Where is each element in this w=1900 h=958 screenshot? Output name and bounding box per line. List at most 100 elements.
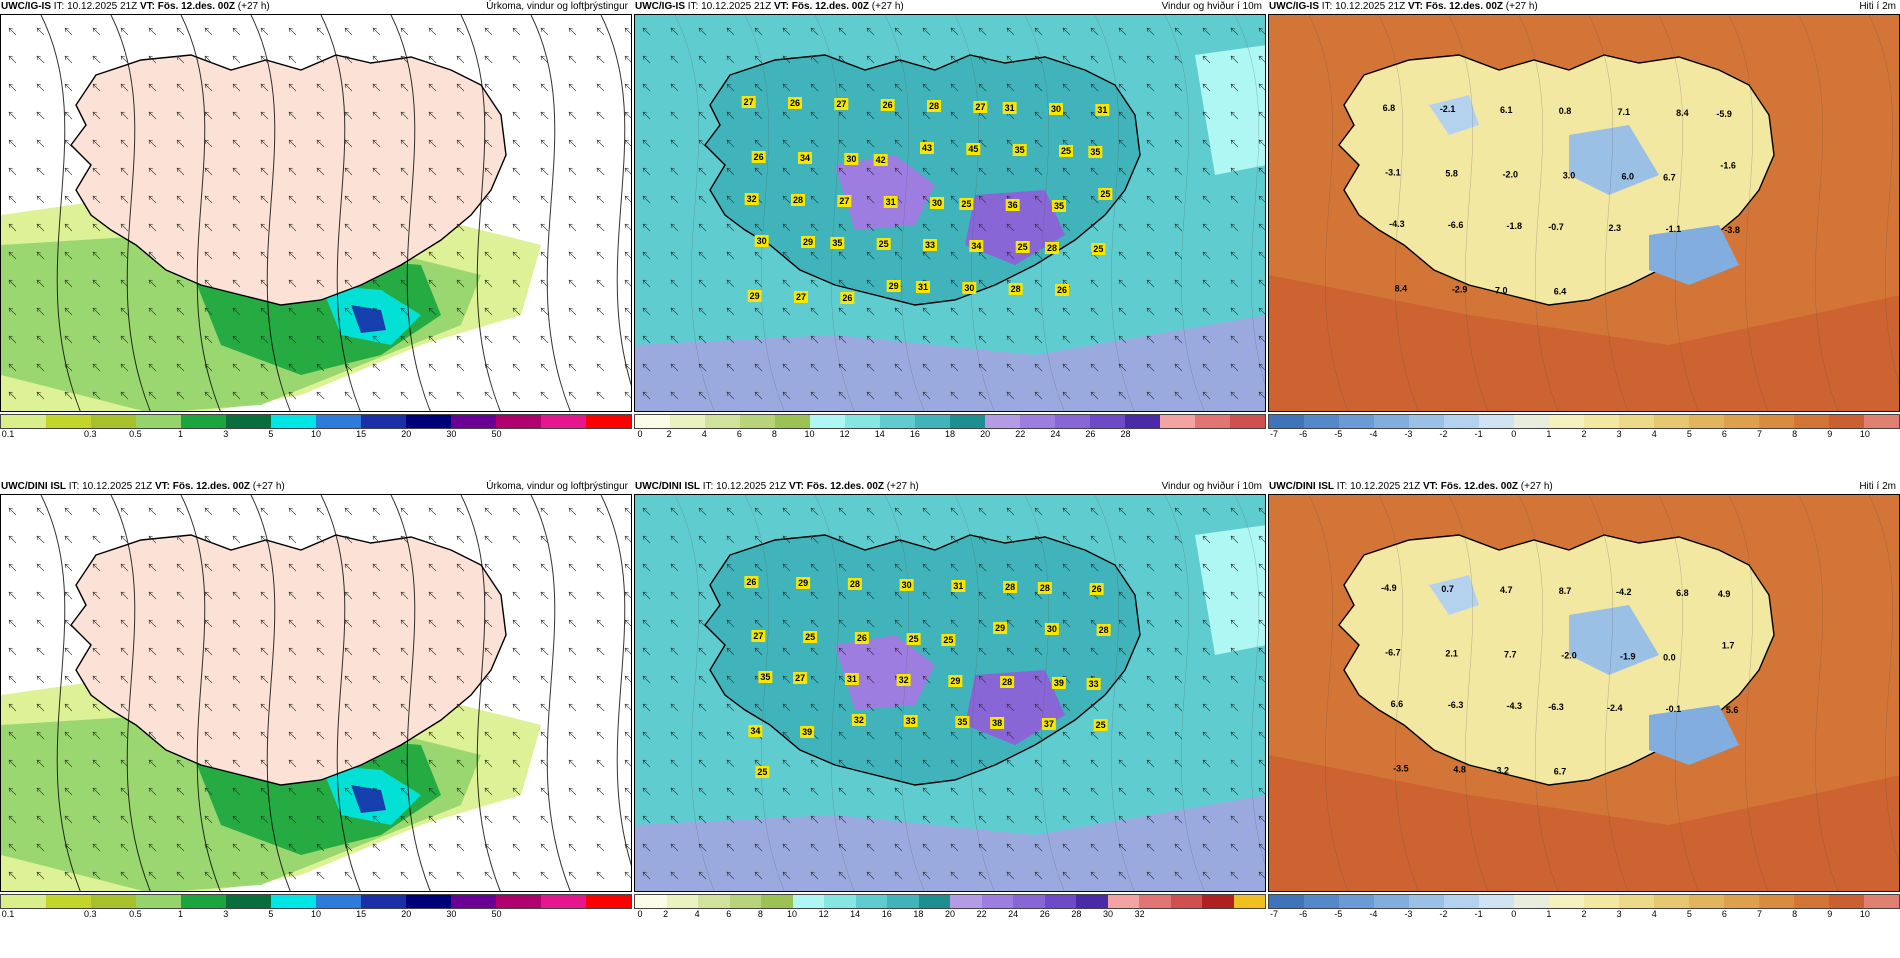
value-label: 31 [1002,102,1017,114]
wind-arrow [372,563,381,572]
colorbar-tick: 10 [786,909,798,919]
wind-arrow [810,307,819,316]
wind-arrow [866,363,875,372]
wind-arrow [36,563,45,572]
value-label: 25 [1015,241,1030,253]
value-label-box [920,142,934,154]
colorbar-swatch [1304,895,1339,908]
value-label-text: 25 [1096,720,1106,730]
wind-arrow [568,731,577,740]
wind-arrow [698,619,707,628]
wind-arrow [838,307,847,316]
wind-arrow [176,279,185,288]
wind-arrow [400,619,409,628]
value-label-box [1088,146,1103,158]
wind-arrow [726,563,735,572]
wind-arrow [978,279,987,288]
colorbar-tick: 2 [663,909,669,919]
value-label: -6.7 [1385,647,1401,657]
wind-arrow [810,815,819,824]
wind-arrow [1062,815,1071,824]
wind-arrow [316,391,325,400]
wind-arrow [596,391,605,400]
wind-arrow [726,647,735,656]
wind-arrow [568,535,577,544]
wind-arrow [372,139,381,148]
wind-arrow [428,619,437,628]
colorbar-swatch [775,415,810,428]
value-label-text: 3.0 [1563,170,1576,180]
value-label: -1.6 [1720,160,1736,170]
wind-arrow [1202,619,1211,628]
wind-arrow [1090,731,1099,740]
wind-arrow [120,787,129,796]
wind-arrow [642,167,651,176]
colorbar-tick: 32 [1134,909,1145,919]
wind-arrow [8,507,17,516]
wind-arrow [344,223,353,232]
wind-arrow [624,703,631,711]
wind-arrow [1258,83,1265,91]
wind-arrow [624,251,631,259]
init: 10.12.2025 21Z [716,481,787,492]
wind-arrow [232,251,241,260]
wind-arrow [810,363,819,372]
value-label: 30 [930,197,944,209]
value-label-text: -6.6 [1448,220,1464,230]
wind-arrow [866,83,875,92]
wind-arrow [92,363,101,372]
wind-arrow [148,703,157,712]
value-label: 26 [1055,284,1069,296]
wind-arrow [1006,223,1015,232]
wind-arrow [288,535,297,544]
colorbar-tick: 10 [1859,429,1870,439]
wind-arrow [1146,843,1155,852]
value-label-box [840,292,855,304]
value-label-box [951,580,966,592]
wind-arrow [456,363,465,372]
wind-arrow [1034,703,1043,712]
wind-arrow [512,703,521,712]
valid: Fös. 12.des. 00Z [806,481,885,492]
wind-arrow [120,167,129,176]
value-label-text: 25 [943,635,953,645]
wind-arrow [1006,27,1015,36]
value-label-text: 31 [1005,103,1015,113]
value-label-text: 30 [846,154,856,164]
wind-arrow [344,647,353,656]
value-label-box [844,673,859,685]
valid: Fös. 12.des. 00Z [1425,1,1504,12]
wind-arrow [316,759,325,768]
colorbar-swatch [1269,895,1304,908]
wind-arrow [400,335,409,344]
wind-arrow [698,139,707,148]
wind-arrow [568,563,577,572]
wind-arrow [754,591,763,600]
value-label-box [1044,623,1059,635]
value-label-text: 34 [971,241,981,251]
wind-arrow [428,195,437,204]
wind-arrow [624,223,631,231]
wind-arrow [866,195,875,204]
init-label: IT: [53,1,65,12]
wind-arrow [1174,279,1183,288]
wind-arrow [1006,55,1015,64]
wind-arrow [456,759,465,768]
colorbar-ticks: 0.1 0.3 0.5 1 3 5 10 15 20 30 50 [0,429,632,439]
wind-arrow [92,83,101,92]
wind-arrow [866,279,875,288]
wind-arrow [726,111,735,120]
wind-arrow [400,787,409,796]
wind-arrow [120,279,129,288]
wind-arrow [1006,83,1015,92]
wind-arrow [456,591,465,600]
wind-arrow [726,675,735,684]
value-label-box [793,672,808,684]
colorbar-swatch [1479,895,1514,908]
map-panel: UWC/IG-IS IT: 10.12.2025 21Z VT: Fös. 12… [634,0,1266,478]
wind-arrow [540,563,549,572]
wind-arrow [344,307,353,316]
wind-arrow [428,759,437,768]
wind-arrow [512,507,521,516]
wind-arrow [978,507,987,516]
